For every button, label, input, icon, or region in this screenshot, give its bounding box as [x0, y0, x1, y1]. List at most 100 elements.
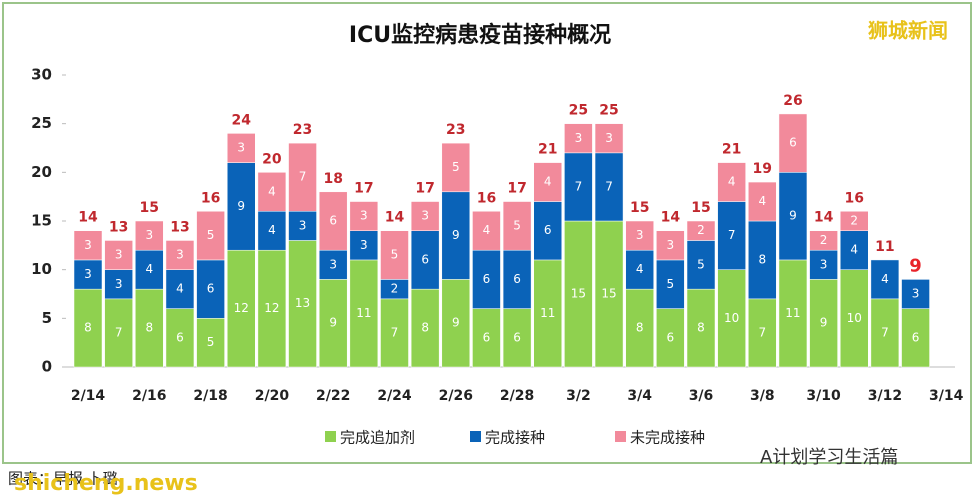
legend-label: 完成接种	[485, 429, 545, 447]
segment-label: 10	[847, 311, 862, 325]
segment-label: 3	[329, 257, 337, 271]
x-tick-label: 3/2	[566, 388, 591, 404]
segment-label: 6	[513, 272, 521, 286]
x-tick-label: 2/18	[193, 388, 227, 404]
bar-segment	[748, 220, 777, 300]
bar-segment	[686, 288, 716, 368]
total-label: 23	[293, 122, 312, 138]
segment-label: 9	[452, 228, 460, 242]
segment-label: 3	[84, 238, 92, 252]
segment-label: 9	[820, 316, 828, 330]
segment-label: 9	[789, 209, 797, 223]
segment-label: 15	[571, 287, 586, 301]
bar-segment	[196, 318, 225, 368]
x-tick-label: 3/6	[689, 388, 714, 404]
bar-segment	[656, 259, 685, 309]
watermark: A计划学习生活篇	[760, 447, 898, 468]
segment-label: 7	[758, 325, 766, 339]
segment-label: 3	[299, 218, 307, 232]
x-tick-label: 3/14	[929, 388, 964, 404]
segment-label: 8	[636, 321, 644, 335]
total-label: 15	[630, 200, 649, 216]
segment-label: 15	[601, 287, 616, 301]
bar-segment	[380, 230, 409, 280]
total-label: 23	[446, 122, 465, 138]
segment-label: 3	[667, 238, 675, 252]
segment-label: 3	[115, 277, 123, 291]
bar-segment	[748, 298, 777, 368]
watermark: shicheng.news	[14, 471, 198, 496]
bar-segment	[778, 113, 808, 173]
bar-segment	[625, 220, 654, 251]
segment-label: 3	[176, 248, 184, 262]
bar-segment	[656, 308, 685, 368]
y-tick-label: 0	[42, 358, 52, 376]
bar-segment	[717, 201, 746, 270]
bar-segment	[288, 142, 317, 212]
x-tick-label: 3/4	[627, 388, 652, 404]
total-label: 17	[507, 181, 526, 197]
segment-label: 3	[360, 238, 368, 252]
bar-segment	[227, 162, 256, 251]
bar-segment	[104, 240, 133, 270]
segment-label: 4	[636, 262, 644, 276]
total-label: 9	[909, 255, 922, 276]
total-label: 14	[385, 210, 405, 226]
bar-segment	[135, 288, 164, 368]
total-label: 15	[140, 200, 159, 216]
segment-label: 11	[356, 306, 371, 320]
bar-segment	[288, 211, 317, 241]
segment-label: 3	[575, 131, 583, 145]
segment-label: 7	[299, 170, 307, 184]
bar-segment	[840, 211, 869, 231]
segment-label: 9	[237, 199, 245, 213]
segment-label: 9	[329, 316, 337, 330]
bar-segment	[778, 172, 808, 261]
segment-label: 5	[452, 160, 460, 174]
bar-segment	[594, 220, 624, 368]
bar-segment	[901, 308, 930, 368]
bar-segment	[472, 211, 501, 251]
x-tick-label: 2/28	[500, 388, 534, 404]
y-tick-label: 10	[31, 260, 52, 278]
x-tick-label: 2/20	[255, 388, 290, 404]
segment-label: 7	[391, 325, 399, 339]
segment-label: 2	[850, 214, 858, 228]
bar-segment	[441, 142, 471, 193]
segment-label: 6	[176, 330, 184, 344]
segment-label: 6	[912, 330, 920, 344]
bar-segment	[625, 249, 654, 290]
segment-label: 4	[881, 272, 889, 286]
segment-label: 8	[697, 321, 705, 335]
bar-segment	[625, 288, 654, 368]
bar-segment	[870, 298, 900, 368]
bar-segment	[318, 191, 348, 251]
bar-segment	[748, 181, 777, 222]
bar-segment	[318, 249, 348, 280]
bar-segment	[840, 269, 869, 368]
bar-segment	[533, 259, 562, 368]
segment-label: 6	[483, 330, 491, 344]
bar-segment	[349, 201, 379, 231]
segment-label: 6	[421, 252, 429, 266]
segment-label: 3	[84, 267, 92, 281]
segment-label: 2	[391, 282, 399, 296]
bar-segment	[135, 249, 164, 290]
segment-label: 4	[758, 194, 766, 208]
total-label: 16	[201, 190, 220, 206]
bar-segment	[656, 230, 685, 261]
segment-label: 8	[421, 321, 429, 335]
y-tick-label: 25	[31, 114, 52, 132]
x-tick-label: 3/8	[750, 388, 775, 404]
segment-label: 5	[391, 248, 399, 262]
bar-segment	[502, 308, 532, 368]
total-label: 17	[354, 181, 373, 197]
bar-segment	[502, 249, 532, 309]
y-tick-label: 30	[31, 66, 52, 84]
x-tick-label: 2/14	[71, 388, 106, 404]
chart-title: ICU监控病患疫苗接种概况	[349, 22, 611, 48]
segment-label: 6	[329, 214, 337, 228]
segment-label: 6	[544, 223, 552, 237]
